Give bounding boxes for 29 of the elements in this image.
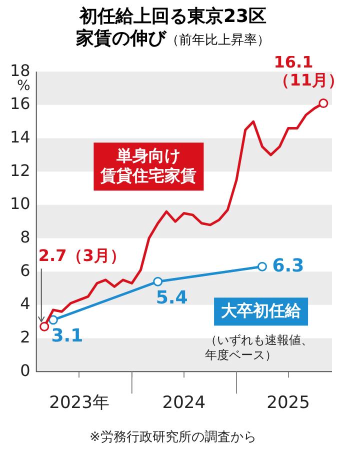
y-axis-title: % xyxy=(17,78,30,94)
y-tick-label: 18 xyxy=(10,60,30,80)
point xyxy=(40,322,50,332)
y-tick-label: 14 xyxy=(10,127,30,146)
y-tick-label: 0 xyxy=(20,360,30,380)
data-label: 6.3 xyxy=(272,255,304,276)
data-label: 5.4 xyxy=(156,287,188,308)
y-tick-label: 6 xyxy=(20,260,30,280)
point xyxy=(48,315,58,325)
y-tick-label: 4 xyxy=(20,294,30,314)
point xyxy=(153,276,163,286)
x-tick-label: 2025 xyxy=(266,393,310,414)
y-tick-label: 12 xyxy=(10,160,30,180)
y-tick-label: 10 xyxy=(10,194,30,214)
point xyxy=(257,262,267,272)
annotation: （いずれも速報値、年度ベース） xyxy=(204,333,313,362)
point xyxy=(318,98,328,108)
series-label: 単身向け賃貸住宅家賃 xyxy=(100,146,197,185)
chart-subtitle: （前年比上昇率） xyxy=(166,33,270,48)
data-label: 3.1 xyxy=(51,326,84,347)
text: ※労務行政研究所の調査から xyxy=(90,430,256,445)
x-tick-label: 2023年 xyxy=(49,393,110,414)
annotation: 16.1 （11月） xyxy=(274,52,344,90)
series-label: 大卒初任給 xyxy=(221,300,302,320)
y-tick-label: 16 xyxy=(10,94,30,114)
x-tick-label: 2024 xyxy=(162,393,206,414)
y-tick-label: 2 xyxy=(20,327,30,346)
annotation: 2.7（3月） xyxy=(38,246,126,265)
y-tick-label: 8 xyxy=(20,227,30,246)
